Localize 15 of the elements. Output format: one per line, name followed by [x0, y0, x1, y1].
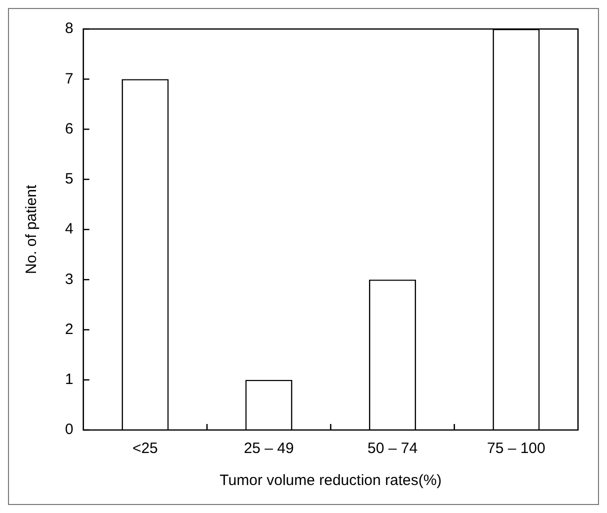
- y-tick-label: 0: [65, 421, 74, 438]
- x-tick-label: 25 – 49: [244, 440, 294, 458]
- x-tick-label: 75 – 100: [486, 440, 546, 458]
- y-tick-label: 2: [65, 320, 74, 338]
- x-tick-label: 50 – 74: [367, 440, 418, 458]
- y-tick-label: 4: [65, 220, 74, 238]
- y-tick-label: 8: [65, 20, 74, 38]
- x-axis-title: Tumor volume reduction rates(%): [220, 472, 442, 490]
- x-tick-label: <25: [132, 440, 158, 458]
- y-tick-label: 5: [65, 170, 74, 188]
- y-tick-label: 3: [65, 270, 74, 288]
- y-tick-label: 7: [65, 70, 74, 88]
- y-axis-title: No. of patient: [23, 184, 40, 274]
- y-tick-label: 6: [65, 120, 74, 138]
- y-tick-label: 1: [65, 371, 74, 388]
